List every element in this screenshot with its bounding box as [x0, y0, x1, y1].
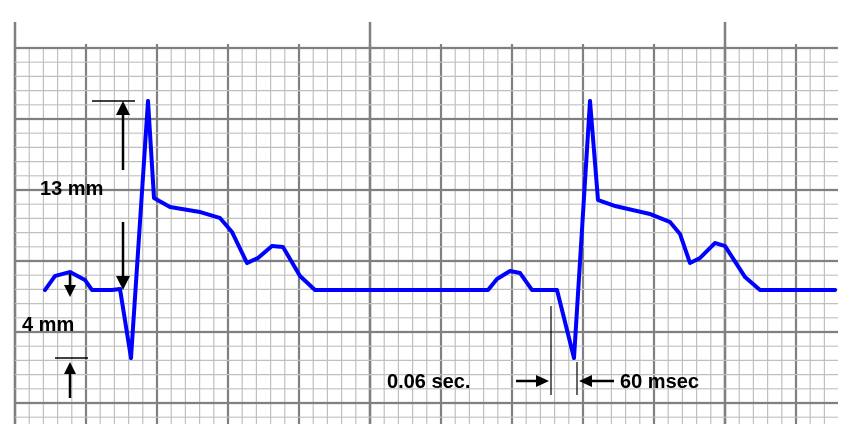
interval-annotation: 0.06 sec. 60 msec: [387, 306, 699, 395]
arrow-down-icon: [116, 276, 130, 290]
ecg-grid-paper: [13, 22, 838, 424]
qrs-amplitude-label: 13 mm: [40, 178, 103, 200]
arrow-right-icon: [536, 375, 549, 387]
interval-msec-label: 60 msec: [620, 371, 699, 393]
arrow-up-icon: [64, 362, 76, 374]
interval-seconds-label: 0.06 sec.: [387, 371, 470, 393]
arrow-left-icon: [579, 375, 592, 387]
p-amplitude-annotation: 4 mm: [22, 274, 88, 398]
qrs-amplitude-annotation: 13 mm: [40, 100, 135, 290]
p-amplitude-label: 4 mm: [22, 314, 74, 336]
arrow-down-icon: [64, 285, 76, 297]
arrow-up-icon: [116, 101, 130, 115]
ecg-trace: [43, 99, 837, 360]
